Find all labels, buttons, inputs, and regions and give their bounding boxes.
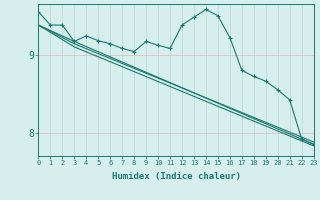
X-axis label: Humidex (Indice chaleur): Humidex (Indice chaleur) [111,172,241,181]
